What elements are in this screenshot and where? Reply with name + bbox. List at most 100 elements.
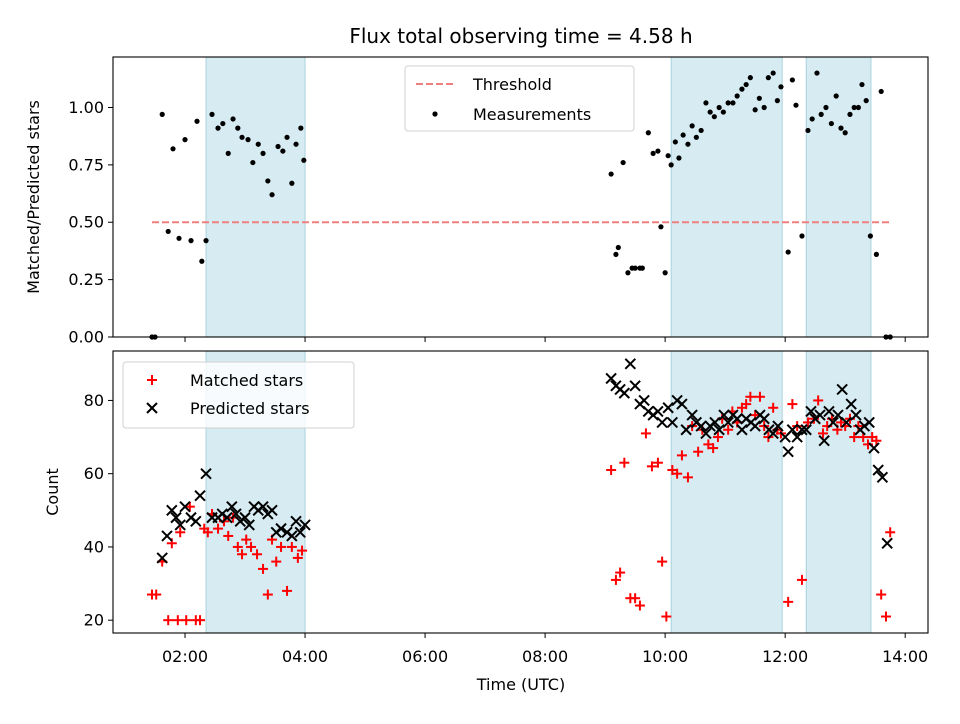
matched-star-point	[672, 468, 683, 479]
predicted-star-stroke	[638, 394, 650, 407]
matched-star-point	[876, 589, 887, 600]
matched-star-point	[885, 527, 896, 538]
predicted-star-stroke	[823, 405, 835, 418]
measurement-point	[716, 104, 722, 111]
measurement-point	[747, 75, 753, 81]
predicted-star-point	[257, 500, 269, 513]
shaded-interval	[805, 350, 872, 634]
predicted-star-stroke	[836, 383, 848, 396]
measurement-point	[838, 125, 844, 131]
y-tick-label: 80	[84, 391, 104, 410]
predicted-star-point	[868, 442, 880, 454]
predicted-star-stroke	[299, 519, 311, 531]
predicted-star-point	[840, 416, 853, 429]
measurement-point	[269, 192, 275, 198]
predicted-star-stroke	[243, 519, 255, 531]
measurement-point	[789, 77, 795, 83]
bottom-panel-axes: 20 40 60 80 02:00 04:00 06:00 08:00 10:00 12:00 14…	[84, 391, 929, 666]
predicted-star-stroke	[290, 515, 302, 528]
measurement-point	[159, 111, 165, 117]
measurement-point	[739, 86, 745, 92]
matched-star-point	[754, 391, 765, 402]
predicted-star-stroke	[814, 409, 826, 421]
measurement-point	[818, 111, 824, 117]
predicted-star-point	[805, 405, 817, 418]
predicted-star-point	[836, 383, 848, 396]
matched-star-point	[172, 615, 183, 626]
measurement-point	[873, 251, 879, 257]
measurement-point	[230, 116, 236, 122]
predicted-star-stroke	[266, 504, 278, 517]
measurement-point	[220, 120, 226, 127]
predicted-star-point	[170, 511, 182, 524]
predicted-star-stroke	[656, 416, 668, 429]
measurement-point	[711, 114, 717, 120]
matched-star-point	[813, 395, 824, 406]
predicted-star-point	[713, 424, 725, 436]
matched-star-point	[271, 556, 282, 567]
x-tick-label: 02:00	[162, 647, 208, 666]
measurement-point	[194, 118, 200, 124]
matched-star-point	[634, 600, 645, 611]
matched-star-point	[646, 461, 657, 472]
predicted-star-stroke	[700, 427, 712, 440]
predicted-star-stroke	[840, 416, 853, 429]
measurement-point	[209, 111, 215, 117]
measurement-point	[289, 180, 295, 186]
predicted-star-point	[266, 504, 278, 517]
measurement-points	[149, 70, 893, 340]
predicted-star-point	[800, 424, 812, 436]
shaded-interval	[805, 56, 872, 338]
predicted-star-stroke	[718, 409, 730, 421]
x-tick-label: 06:00	[402, 647, 448, 666]
matched-star-point	[712, 432, 723, 443]
matched-star-point	[783, 596, 794, 607]
predicted-star-point	[629, 380, 641, 392]
matched-star-point	[615, 567, 626, 578]
measurement-point	[859, 81, 865, 88]
y-tick-label: 0.25	[68, 270, 104, 289]
predicted-star-stroke	[876, 471, 889, 484]
predicted-star-stroke	[863, 416, 875, 429]
matched-star-point	[213, 523, 224, 534]
predicted-star-point	[718, 409, 730, 421]
predicted-star-point	[239, 511, 251, 524]
predicted-star-stroke	[629, 380, 641, 392]
x-tick-label: 12:00	[762, 647, 808, 666]
bottom-panel-ylabel: Count	[43, 468, 62, 516]
matched-star-point	[787, 399, 798, 410]
y-tick-label: 1.00	[68, 98, 104, 117]
top-legend: Threshold Measurements	[404, 65, 635, 132]
predicted-star-point	[827, 416, 839, 429]
legend-matched-label: Matched stars	[190, 371, 303, 390]
measurement-point	[188, 238, 194, 244]
measurement-point	[284, 134, 290, 140]
predicted-star-point	[174, 519, 186, 531]
predicted-star-point	[299, 519, 311, 531]
predicted-star-point	[791, 431, 803, 443]
measurement-point	[809, 116, 815, 122]
measurement-point	[761, 104, 767, 111]
predicted-star-stroke	[805, 405, 817, 418]
matched-star-point	[610, 574, 621, 585]
legend-measurements-swatch	[432, 111, 438, 117]
predicted-star-point	[686, 409, 698, 421]
predicted-star-stroke	[796, 424, 808, 436]
predicted-star-point	[294, 526, 306, 538]
predicted-star-point	[731, 413, 743, 425]
matched-star-point	[880, 611, 891, 622]
predicted-star-stroke	[156, 552, 168, 564]
measurement-point	[689, 123, 695, 129]
predicted-star-points	[156, 358, 893, 564]
predicted-star-stroke	[791, 431, 803, 443]
matched-star-point	[181, 615, 192, 626]
measurement-point	[639, 265, 645, 271]
measurement-point	[260, 150, 266, 156]
matched-star-point	[640, 428, 651, 439]
predicted-star-point	[881, 537, 893, 549]
measurement-point	[833, 93, 839, 99]
measurement-point	[275, 143, 281, 150]
predicted-star-point	[722, 416, 734, 429]
legend-threshold-label: Threshold	[472, 75, 552, 94]
matched-star-point	[682, 472, 693, 483]
